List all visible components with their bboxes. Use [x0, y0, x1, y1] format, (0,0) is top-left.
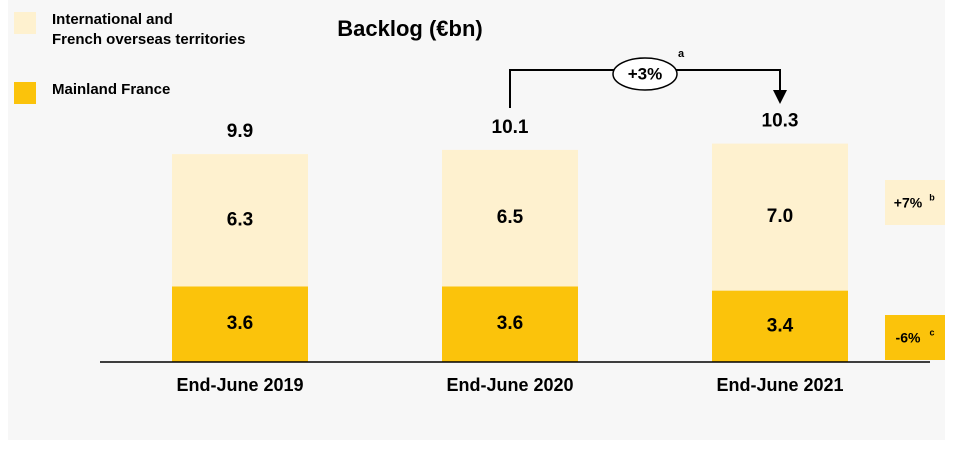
- annotation: +7%: [894, 195, 923, 211]
- total-label: 10.3: [762, 111, 799, 132]
- total-label: 9.9: [227, 121, 253, 142]
- chart-title: Backlog (€bn): [337, 16, 482, 41]
- bar-segment: [442, 149, 578, 287]
- bar-segment: [172, 286, 308, 362]
- bar-segment: [712, 143, 848, 291]
- bar-segment: [712, 290, 848, 362]
- annotation-note: a: [678, 48, 685, 60]
- value-label: 6.5: [497, 207, 524, 228]
- bar-segment: [172, 154, 308, 287]
- legend-swatch: [14, 12, 36, 34]
- value-label: 7.0: [767, 206, 793, 227]
- annotation: -6%: [896, 330, 921, 346]
- annotation-note: b: [929, 192, 935, 202]
- legend-label: Mainland France: [52, 81, 171, 98]
- change-box: [885, 315, 945, 360]
- annotation-note: c: [929, 327, 934, 337]
- value-label: 3.4: [767, 315, 794, 336]
- change-box: [885, 180, 945, 225]
- bar-segment: [442, 286, 578, 362]
- x-tick-label: End-June 2019: [176, 375, 303, 395]
- x-tick-label: End-June 2020: [446, 375, 573, 395]
- total-label: 10.1: [492, 117, 529, 138]
- value-label: 6.3: [227, 209, 253, 230]
- annotation-oval: [612, 57, 678, 91]
- legend-label: International and French overseas territ…: [52, 11, 246, 48]
- legend-swatch: [14, 82, 36, 104]
- value-label: 3.6: [497, 313, 523, 334]
- arrow-head: [773, 90, 787, 104]
- x-tick-label: End-June 2021: [716, 375, 843, 395]
- value-label: 3.6: [227, 313, 253, 334]
- annotation: +3%: [628, 64, 663, 83]
